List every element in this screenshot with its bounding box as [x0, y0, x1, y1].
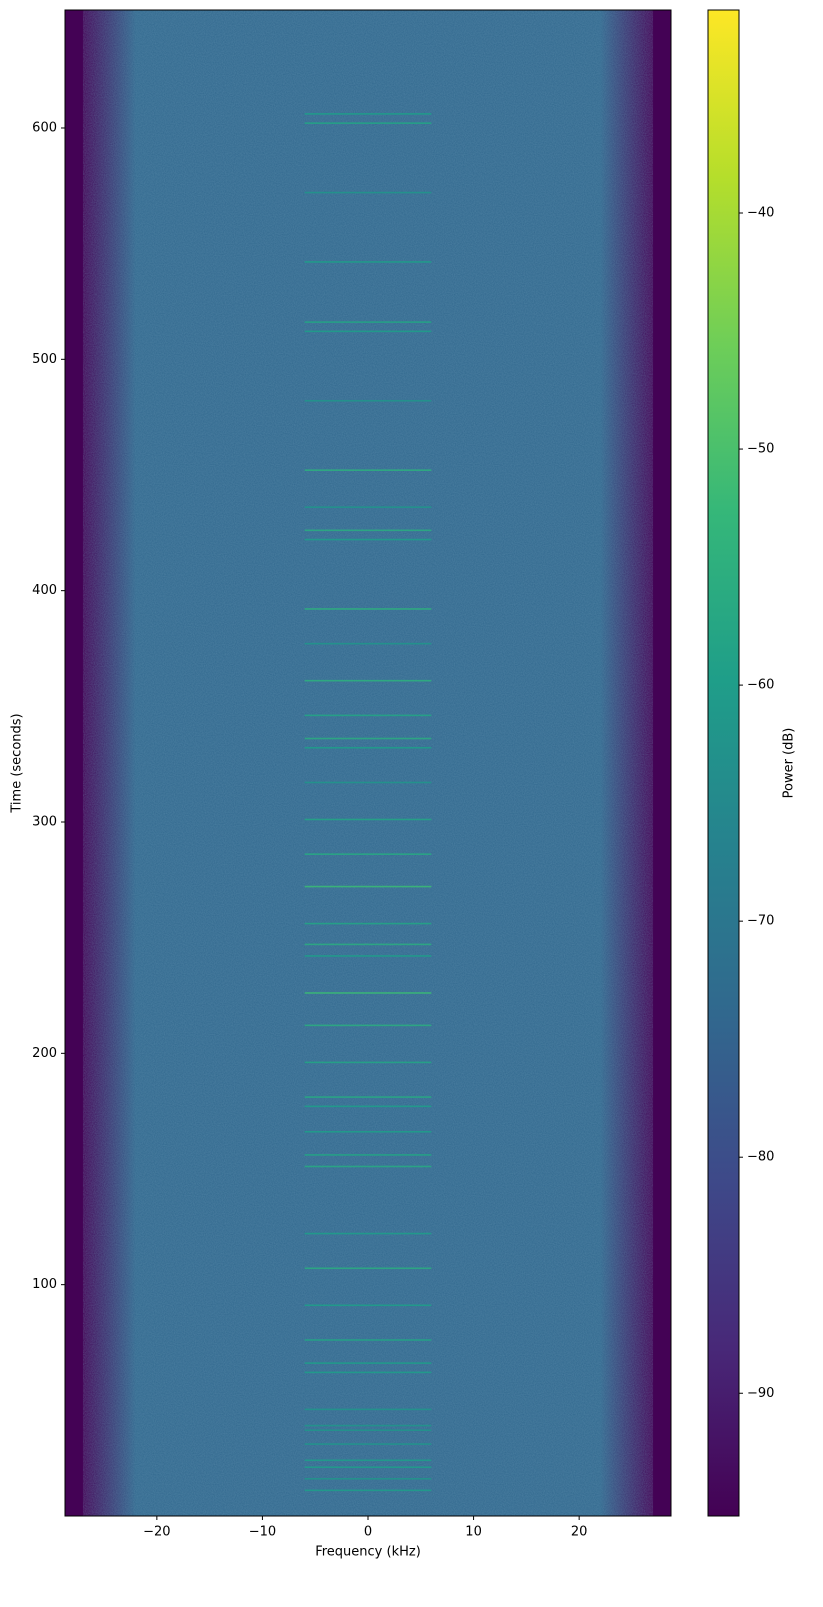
colorbar — [707, 9, 740, 1517]
burst — [304, 1459, 432, 1462]
burst — [304, 1024, 432, 1027]
burst — [304, 113, 432, 115]
burst — [304, 922, 432, 925]
burst — [304, 1424, 432, 1427]
burst — [304, 122, 432, 124]
burst — [304, 191, 432, 194]
burst — [304, 1477, 432, 1480]
burst — [304, 1489, 432, 1492]
y-tick-label: 300 — [32, 814, 57, 829]
burst — [304, 1429, 432, 1432]
burst — [304, 679, 432, 682]
y-tick-label: 500 — [32, 352, 57, 367]
burst — [304, 399, 432, 402]
colorbar-tick-label: −40 — [747, 206, 774, 221]
x-axis-label: Frequency (kHz) — [315, 1545, 421, 1560]
burst — [304, 992, 432, 994]
x-tick-label: 20 — [571, 1525, 588, 1540]
burst — [304, 714, 432, 717]
noise-texture — [82, 10, 654, 1516]
burst — [304, 1304, 432, 1307]
burst — [304, 818, 432, 821]
burst — [304, 1408, 432, 1411]
colorbar-tick-label: −50 — [747, 442, 774, 457]
y-axis-label: Time (seconds) — [10, 713, 25, 813]
burst — [304, 1232, 432, 1235]
burst — [304, 955, 432, 957]
burst — [304, 506, 432, 508]
colorbar-tick-label: −80 — [747, 1150, 774, 1165]
x-tick-label: −10 — [249, 1525, 276, 1540]
burst — [304, 1466, 432, 1469]
burst — [304, 1443, 432, 1445]
colorbar-label: Power (dB) — [782, 728, 797, 799]
burst — [304, 1165, 432, 1168]
burst — [304, 608, 432, 610]
burst — [304, 1267, 432, 1270]
burst — [304, 321, 432, 323]
y-tick-label: 600 — [32, 120, 57, 135]
burst — [304, 1339, 432, 1341]
burst — [304, 1362, 432, 1364]
y-tick-label: 200 — [32, 1046, 57, 1061]
burst — [304, 943, 432, 946]
x-tick-label: 10 — [465, 1525, 482, 1540]
colorbar-tick-label: −70 — [747, 914, 774, 929]
burst — [304, 737, 432, 740]
burst — [304, 885, 432, 888]
burst — [304, 1154, 432, 1156]
x-tick-label: 0 — [364, 1525, 372, 1540]
colorbar-tick-label: −90 — [747, 1386, 774, 1401]
burst — [304, 1130, 432, 1133]
x-tick-label: −20 — [143, 1525, 170, 1540]
burst — [304, 1105, 432, 1108]
burst — [304, 529, 432, 532]
y-tick-label: 100 — [32, 1277, 57, 1292]
burst — [304, 781, 432, 784]
burst — [304, 330, 432, 333]
burst — [304, 1371, 432, 1374]
burst — [304, 469, 432, 471]
colorbar-tick-label: −60 — [747, 678, 774, 693]
burst — [304, 642, 432, 645]
burst — [304, 538, 432, 541]
burst — [304, 853, 432, 855]
burst — [304, 1061, 432, 1064]
burst — [304, 746, 432, 749]
burst — [304, 1096, 432, 1098]
y-tick-label: 400 — [32, 583, 57, 598]
burst — [304, 261, 432, 263]
